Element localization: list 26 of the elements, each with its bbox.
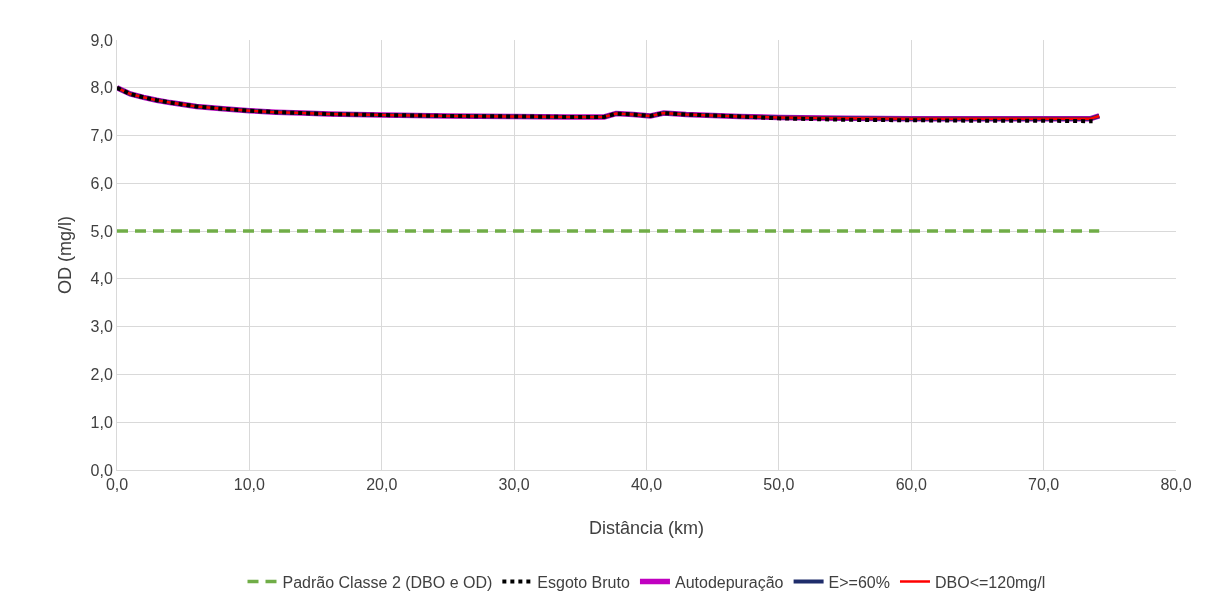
x-tick-label: 40,0 (630, 476, 663, 494)
legend-label: DBO<=120mg/l (934, 573, 1046, 591)
legend-label: E>=60% (828, 573, 890, 591)
x-tick-label: 10,0 (233, 476, 266, 494)
x-tick-label: 30,0 (498, 476, 530, 494)
x-tick-label: 20,0 (366, 476, 398, 494)
y-axis-title: OD (mg/l) (55, 216, 75, 294)
y-tick-label: 4,0 (90, 270, 113, 288)
x-tick-label: 50,0 (763, 476, 795, 494)
y-tick-label: 1,0 (90, 413, 113, 431)
y-tick-label: 3,0 (90, 318, 113, 336)
y-tick-label: 0,0 (90, 461, 113, 479)
legend-label: Autodepuração (674, 573, 784, 591)
y-tick-label: 7,0 (90, 127, 113, 145)
x-axis-title: Distância (km) (588, 518, 705, 538)
x-tick-label: 80,0 (1160, 476, 1192, 494)
y-tick-label: 2,0 (90, 366, 113, 384)
x-tick-label: 70,0 (1028, 476, 1060, 494)
x-tick-label: 0,0 (105, 476, 129, 494)
y-tick-label: 6,0 (90, 174, 113, 192)
x-tick-label: 60,0 (895, 476, 927, 494)
y-tick-label: 5,0 (90, 222, 113, 240)
y-tick-label: 9,0 (90, 31, 113, 49)
y-tick-label: 8,0 (90, 79, 113, 97)
legend-label: Padrão Classe 2 (DBO e OD) (282, 573, 493, 591)
legend-label: Esgoto Bruto (537, 573, 630, 591)
